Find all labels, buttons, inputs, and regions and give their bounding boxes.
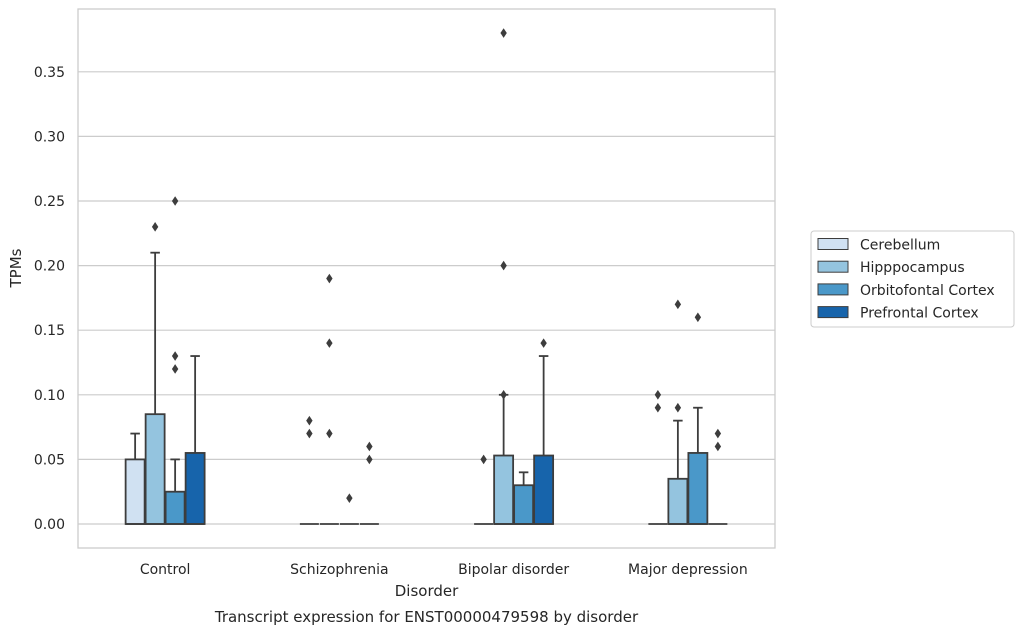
outlier-point: [674, 402, 682, 413]
box-body: [124, 458, 146, 525]
outlier-point: [500, 260, 507, 271]
y-tick-label: 0.05: [34, 452, 65, 468]
legend-label: Orbitofontal Cortex: [860, 283, 995, 299]
box-2-2: [513, 471, 535, 525]
outlier-point: [171, 364, 179, 374]
outlier-point: [500, 390, 507, 400]
box-body: [513, 484, 535, 525]
outlier-point: [674, 299, 682, 310]
outlier-point: [326, 428, 333, 439]
box-body: [667, 477, 689, 525]
outlier-point: [306, 428, 313, 439]
outlier-point: [714, 428, 722, 439]
box-body: [184, 452, 206, 525]
x-tick-label: Major depression: [628, 562, 748, 578]
y-tick-label: 0.25: [34, 194, 65, 210]
legend-frame: [810, 230, 1015, 328]
box-3-0: [184, 355, 206, 525]
outlier-point: [171, 196, 179, 206]
y-axis-ticks: 0.00 0.05 0.10 0.15 0.20 0.25 0.30 0.35: [34, 65, 65, 533]
boxes: [124, 251, 728, 525]
outlier-point: [480, 454, 487, 465]
box-2-0: [164, 458, 186, 525]
outliers: [151, 28, 722, 503]
y-axis-title: TPMs: [7, 248, 25, 288]
chart-caption: Transcript expression for ENST0000047959…: [214, 608, 639, 626]
y-tick-label: 0.20: [34, 259, 65, 275]
y-tick-label: 0.10: [34, 388, 65, 404]
box-1-3: [667, 419, 689, 525]
x-tick-label: Control: [140, 562, 191, 578]
box-1-2: [493, 393, 515, 525]
outlier-point: [326, 273, 333, 284]
legend-swatch: [817, 260, 849, 273]
x-tick-label: Schizophrenia: [290, 562, 388, 578]
box-body: [144, 413, 166, 525]
x-axis-title: Disorder: [395, 582, 459, 600]
x-axis-ticks: Control Schizophrenia Bipolar disorder Majo…: [140, 562, 748, 578]
box-body: [687, 452, 709, 525]
outlier-point: [500, 28, 507, 38]
outlier-point: [694, 312, 702, 323]
legend-label: Cerebellum: [860, 238, 940, 254]
box-3-2: [533, 355, 555, 525]
legend-label: Prefrontal Cortex: [860, 306, 979, 322]
y-tick-label: 0.30: [34, 129, 65, 145]
box-body: [164, 490, 186, 525]
legend-label: Hipppocampus: [860, 260, 965, 276]
y-tick-label: 0.35: [34, 65, 65, 81]
outlier-point: [171, 351, 179, 361]
legend-swatch: [817, 283, 849, 296]
box-body: [493, 454, 515, 525]
legend: Cerebellum Hipppocampus Orbitofontal Corte…: [810, 230, 1015, 328]
outlier-point: [326, 338, 333, 348]
plot-area-frame: [77, 8, 776, 549]
legend-swatch: [817, 238, 849, 250]
outlier-point: [540, 338, 547, 348]
outlier-point: [654, 402, 662, 413]
y-tick-label: 0.00: [34, 517, 65, 533]
outlier-point: [306, 415, 313, 426]
box-0-0: [124, 432, 146, 525]
outlier-point: [346, 493, 353, 503]
outlier-point: [654, 390, 662, 400]
outlier-point: [366, 454, 373, 465]
outlier-point: [151, 222, 159, 232]
box-1-0: [144, 251, 166, 525]
outlier-point: [366, 441, 373, 452]
x-tick-label: Bipolar disorder: [458, 562, 569, 578]
gridlines: [78, 71, 775, 525]
y-tick-label: 0.15: [34, 323, 65, 339]
box-2-3: [687, 406, 709, 525]
legend-swatch: [817, 306, 849, 319]
outlier-point: [714, 441, 722, 452]
box-body: [533, 454, 555, 525]
